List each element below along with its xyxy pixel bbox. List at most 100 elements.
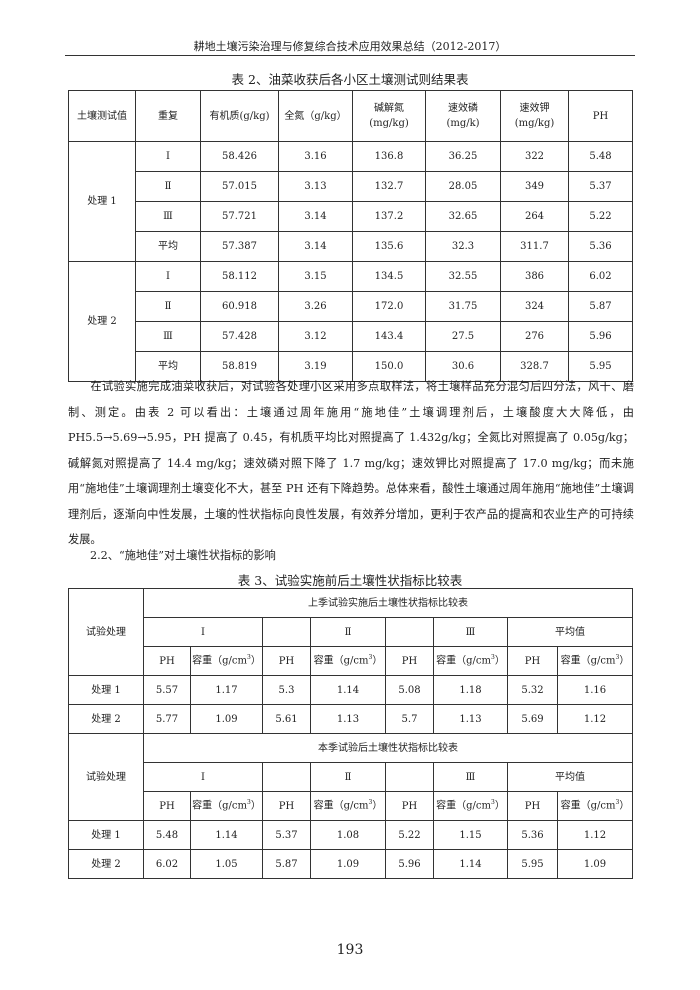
table-row: PH 容重（g/cm3） PH 容重（g/cm3） PH 容重（g/cm3） PH 容重（g/…: [69, 791, 633, 821]
table-cell: 32.3: [425, 231, 501, 262]
header-unit: (mg/k): [446, 118, 480, 129]
block-title: 本季试验后土壤性状指标比较表: [143, 733, 633, 763]
header-part: ）: [372, 800, 383, 812]
table-cell: 1.14: [310, 675, 386, 705]
table-row: Ⅱ 57.015 3.13 132.7 28.05 349 5.37: [69, 171, 633, 202]
table-cell: 58.426: [200, 141, 279, 172]
group-header: Ⅲ: [433, 617, 508, 647]
table-cell: 5.95: [507, 849, 558, 879]
table-row: 土壤测试值 重复 有机质(g/kg) 全氮（g/kg） 碱解氮 (mg/kg) 速效磷 (mg…: [68, 90, 633, 142]
header-part: 3: [615, 799, 620, 807]
header-part: 3: [247, 799, 251, 807]
table-cell: 328.7: [500, 351, 569, 382]
table-cell: 3.15: [278, 261, 353, 292]
table-cell: 处理 1: [68, 675, 144, 705]
table-cell: 132.7: [352, 171, 426, 202]
column-header-bulk-density: 容重（g/cm3）: [433, 646, 508, 676]
table-cell: 28.05: [425, 171, 501, 202]
table3-caption: 表 3、试验实施前后土壤性状指标比较表: [237, 573, 463, 588]
table-cell: Ⅱ: [135, 291, 201, 322]
table-cell: 1.16: [557, 675, 633, 705]
header-part: ）: [250, 800, 261, 812]
table-cell: 6.02: [143, 849, 191, 879]
column-header-bulk-density: 容重（g/cm3）: [433, 791, 508, 821]
table-cell: Ⅰ: [135, 261, 201, 292]
table-cell: 5.22: [385, 820, 434, 850]
table-cell: Ⅰ: [135, 141, 201, 172]
empty-cell: [385, 617, 434, 647]
column-header-ph: PH: [143, 646, 191, 676]
table-cell: 143.4: [352, 321, 426, 352]
header-label: 土壤测试值: [77, 110, 127, 122]
group-header: Ⅱ: [310, 762, 386, 792]
table3: 试验处理 上季试验实施后土壤性状指标比较表 Ⅰ Ⅱ Ⅲ 平均值 PH 容重（g/cm3） PH 容…: [68, 588, 633, 879]
table-cell: 31.75: [425, 291, 501, 322]
header-part: 容重（g/cm: [436, 655, 492, 667]
table2-caption: 表 2、油菜收获后各小区土壤测试则结果表: [231, 72, 469, 87]
column-header-ph: PH: [385, 646, 434, 676]
column-header: 速效磷 (mg/k): [425, 90, 501, 142]
block-title: 上季试验实施后土壤性状指标比较表: [143, 588, 633, 618]
empty-cell: [262, 762, 311, 792]
table-row: 平均 57.387 3.14 135.6 32.3 311.7 5.36: [69, 231, 633, 262]
table-cell: 324: [500, 291, 569, 322]
table-cell: 57.428: [200, 321, 279, 352]
table-cell: 1.17: [190, 675, 263, 705]
table-cell: 134.5: [352, 261, 426, 292]
table-row: 处理 2 5.77 1.09 5.61 1.13 5.7 1.13 5.69 1.12: [68, 704, 633, 734]
column-header: PH: [568, 90, 633, 142]
column-header-bulk-density: 容重（g/cm3）: [310, 646, 386, 676]
table-cell: 1.05: [190, 849, 263, 879]
table-cell: 1.13: [310, 704, 386, 734]
table-cell: 137.2: [352, 201, 426, 232]
header-part: 3: [491, 799, 495, 807]
table-cell: 3.14: [278, 231, 353, 262]
table-cell: 3.16: [278, 141, 353, 172]
column-header: 重复: [135, 90, 201, 142]
header-part: ）: [619, 655, 630, 667]
header-part: 3: [368, 799, 373, 807]
table-row: Ⅲ 57.721 3.14 137.2 32.65 264 5.22: [69, 201, 633, 232]
group-header: Ⅲ: [433, 762, 508, 792]
table-row: 处理 2 Ⅰ 58.112 3.15 134.5 32.55 386 6.02: [68, 261, 633, 382]
column-header: 全氮（g/kg）: [278, 90, 353, 142]
table-cell: 6.02: [568, 261, 633, 292]
row-header: 试验处理: [68, 733, 144, 821]
table-cell: 32.55: [425, 261, 501, 292]
table-cell: 1.14: [190, 820, 263, 850]
group-header: Ⅰ: [143, 762, 263, 792]
header-unit: (mg/kg): [514, 118, 555, 129]
group-header: Ⅰ: [143, 617, 263, 647]
header-rule: [65, 55, 635, 56]
header-part: ）: [619, 800, 630, 812]
header-part: 容重（g/cm: [313, 800, 369, 812]
table-cell: 平均: [135, 351, 201, 382]
header-label: 速效磷: [448, 103, 478, 114]
table-cell: 1.08: [310, 820, 386, 850]
header-part: 3: [247, 654, 251, 662]
empty-cell: [385, 762, 434, 792]
table-cell: 311.7: [500, 231, 569, 262]
table-cell: 3.19: [278, 351, 353, 382]
table-cell: 1.15: [433, 820, 508, 850]
header-label: 有机质(g/kg): [209, 110, 270, 122]
table-cell: 136.8: [352, 141, 426, 172]
table-row: PH 容重（g/cm3） PH 容重（g/cm3） PH 容重（g/cm3） PH 容重（g/…: [69, 646, 633, 676]
table-row: Ⅲ 57.428 3.12 143.4 27.5 276 5.96: [69, 321, 633, 352]
table-cell: 5.32: [507, 675, 558, 705]
table-row: 平均 58.819 3.19 150.0 30.6 328.7 5.95: [69, 351, 633, 382]
header-part: 容重（g/cm: [192, 655, 248, 667]
table-cell: 276: [500, 321, 569, 352]
column-header-bulk-density: 容重（g/cm3）: [557, 646, 633, 676]
table-cell: 32.65: [425, 201, 501, 232]
table-row: 处理 2 6.02 1.05 5.87 1.09 5.96 1.14 5.95 1.09: [68, 849, 633, 879]
table-cell: 1.09: [310, 849, 386, 879]
table-cell: 150.0: [352, 351, 426, 382]
header-part: ）: [372, 655, 383, 667]
header-part: 容重（g/cm: [192, 800, 248, 812]
table-row: 处理 1 5.48 1.14 5.37 1.08 5.22 1.15 5.36 1.12: [68, 820, 633, 850]
column-header-ph: PH: [262, 791, 311, 821]
empty-cell: [262, 617, 311, 647]
row-header: 试验处理: [68, 588, 144, 676]
header-part: ）: [494, 655, 505, 667]
